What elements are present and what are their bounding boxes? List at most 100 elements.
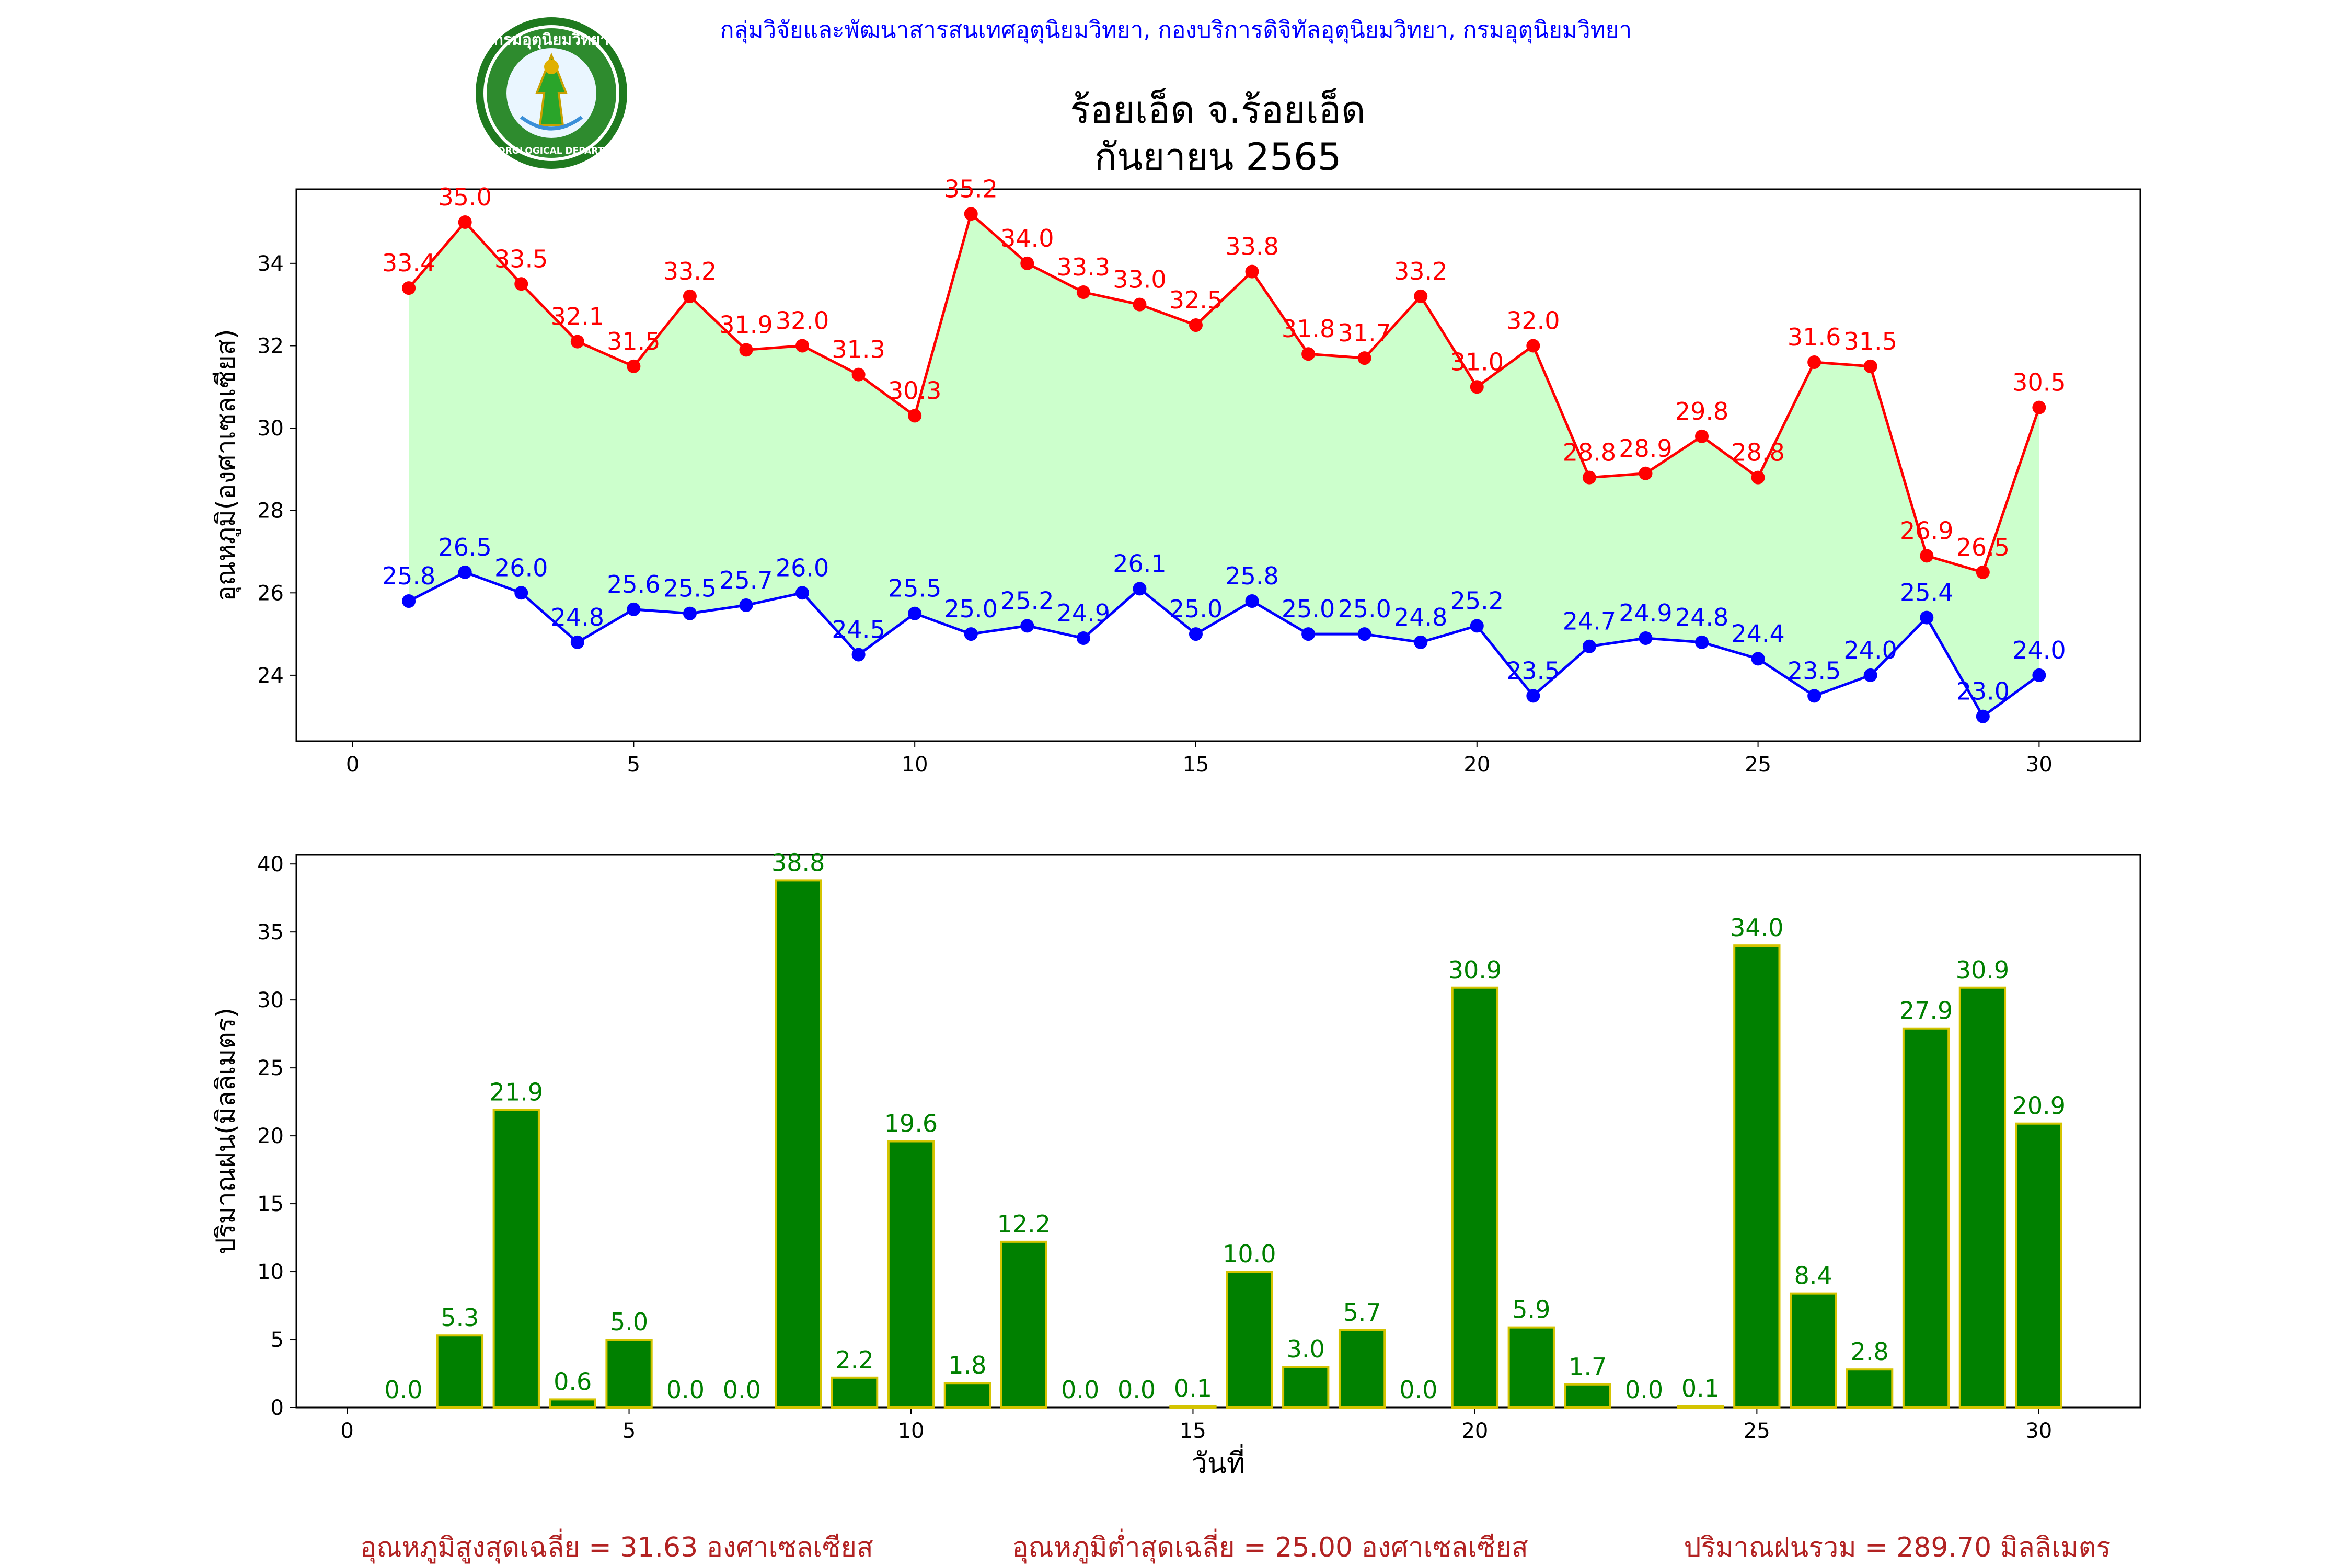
rainfall-bar <box>1226 1271 1273 1409</box>
max-temperature-label: 28.9 <box>1619 434 1672 463</box>
min-temperature-label: 24.7 <box>1563 607 1616 636</box>
max-temperature-label: 26.9 <box>1900 516 1953 545</box>
rainfall-x-tick-label: 25 <box>1744 1419 1770 1443</box>
rainfall-bar-label: 5.0 <box>610 1308 648 1336</box>
min-temperature-point <box>739 598 753 612</box>
rainfall-bar-label: 0.0 <box>1625 1376 1663 1404</box>
max-temperature-label: 35.0 <box>438 183 491 211</box>
max-temperature-label: 28.8 <box>1731 439 1784 467</box>
rainfall-bar <box>1677 1405 1724 1409</box>
rainfall-bar <box>1338 1329 1386 1409</box>
max-temperature-point <box>1357 351 1371 365</box>
max-temperature-label: 32.0 <box>776 306 829 335</box>
min-temperature-point <box>1582 639 1596 653</box>
rainfall-bar-label: 0.0 <box>384 1376 422 1404</box>
max-temperature-label: 33.8 <box>1225 233 1278 261</box>
max-temperature-label: 28.8 <box>1563 439 1616 467</box>
max-temperature-point <box>1189 318 1203 332</box>
max-temperature-label: 31.5 <box>1843 327 1897 355</box>
rainfall-bar <box>887 1140 935 1409</box>
rainfall-bar-label: 12.2 <box>997 1210 1051 1238</box>
agency-label: กลุ่มวิจัยและพัฒนาสารสนเทศอุตุนิยมวิทยา,… <box>720 17 1632 44</box>
rainfall-bar-label: 30.9 <box>1448 956 1502 984</box>
rainfall-bar <box>1451 986 1499 1409</box>
max-temperature-point <box>1582 470 1596 485</box>
rainfall-bar-label: 5.3 <box>441 1304 479 1332</box>
temperature-plot-frame <box>295 188 2141 742</box>
min-temperature-label: 23.0 <box>1956 677 2010 706</box>
max-temperature-point <box>1920 549 1934 563</box>
rainfall-bar <box>1958 986 2007 1409</box>
rainfall-bar <box>831 1376 879 1409</box>
max-temperature-point <box>514 277 528 291</box>
max-temperature-point <box>1245 264 1259 279</box>
rainfall-bar <box>1733 944 1781 1409</box>
max-temperature-point <box>1695 429 1709 443</box>
rainfall-x-tick-label: 5 <box>622 1419 636 1443</box>
rainfall-bar-label: 0.0 <box>723 1376 761 1404</box>
rainfall-bar <box>1846 1368 1894 1409</box>
chart-title-station: ร้อยเอ็ด จ.ร้อยเอ็ด <box>1070 88 1365 132</box>
max-temperature-label: 30.3 <box>888 376 941 405</box>
footer-max-avg: อุณหภูมิสูงสุดเฉลี่ย = 31.63 องศาเซลเซีย… <box>360 1528 873 1564</box>
max-temperature-point <box>570 335 584 349</box>
max-temperature-label: 33.2 <box>663 257 717 285</box>
max-temperature-point <box>1076 285 1090 299</box>
max-temperature-point <box>1751 470 1765 485</box>
temperature-y-tick-label: 26 <box>257 581 284 605</box>
min-temperature-label: 24.0 <box>1843 636 1897 664</box>
min-temperature-label: 25.0 <box>1169 595 1223 623</box>
min-temperature-label: 24.5 <box>832 616 885 644</box>
min-temperature-point <box>570 635 584 649</box>
min-temperature-point <box>1751 652 1765 666</box>
min-temperature-point <box>1807 689 1821 703</box>
rainfall-plot-frame <box>295 854 2141 1409</box>
min-temperature-point <box>1863 668 1877 682</box>
rainfall-x-tick-label: 10 <box>898 1419 925 1443</box>
rainfall-y-tick-label: 30 <box>257 988 284 1012</box>
rainfall-bar <box>436 1334 484 1409</box>
rainfall-bar-label: 34.0 <box>1730 914 1783 942</box>
min-temperature-label: 25.5 <box>663 574 717 603</box>
min-temperature-point <box>1920 610 1934 625</box>
rainfall-y-tick-label: 10 <box>257 1260 284 1284</box>
min-temperature-point <box>1414 635 1428 649</box>
max-temperature-label: 31.8 <box>1282 315 1335 343</box>
footer-min-avg: อุณหภูมิต่ำสุดเฉลี่ย = 25.00 องศาเซลเซีย… <box>1012 1528 1528 1564</box>
min-temperature-label: 24.8 <box>1675 603 1728 631</box>
max-temperature-label: 32.0 <box>1506 306 1560 335</box>
department-logo: กรมอุตุนิยมวิทยา METEOROLOGICAL DEPARTME… <box>470 15 632 171</box>
min-temperature-point <box>1133 582 1147 596</box>
max-temperature-point <box>458 215 472 229</box>
rainfall-y-tick-label: 35 <box>257 920 284 944</box>
min-temperature-label: 24.4 <box>1731 619 1784 648</box>
min-temperature-point <box>851 648 866 662</box>
rainfall-panel: 0 5 10 15 20 25 30 0 5 10 15 20 25 30 35 40 ปริมาณฝน(มิล… <box>211 848 2141 1480</box>
max-temperature-point <box>683 289 697 303</box>
min-temperature-label: 24.8 <box>551 603 604 631</box>
max-temperature-point <box>1976 565 1990 579</box>
rainfall-bar-label: 21.9 <box>490 1078 543 1106</box>
rainfall-bar-label: 1.7 <box>1569 1353 1607 1381</box>
min-temperature-point <box>1695 635 1709 649</box>
rainfall-y-axis-label: ปริมาณฝน(มิลลิเมตร) <box>211 1008 241 1254</box>
rainfall-bar-label: 0.1 <box>1681 1374 1720 1402</box>
rainfall-bar <box>1282 1366 1330 1409</box>
max-temperature-label: 34.0 <box>1000 224 1054 252</box>
svg-text:METEOROLOGICAL DEPARTMENT: METEOROLOGICAL DEPARTMENT <box>473 146 630 156</box>
rainfall-bar <box>492 1109 540 1409</box>
min-temperature-label: 25.0 <box>1282 595 1335 623</box>
min-temperature-point <box>627 602 641 616</box>
rainfall-x-tick-label: 20 <box>1461 1419 1488 1443</box>
min-temperature-point <box>1301 627 1316 641</box>
max-temperature-label: 31.3 <box>832 336 885 364</box>
rainfall-bar-label: 3.0 <box>1287 1335 1325 1363</box>
rainfall-bar <box>1790 1292 1837 1409</box>
temperature-panel: 0 5 10 15 20 25 30 24 26 28 30 32 34 อุณหภูมิ(องศาเซล… <box>211 175 2141 777</box>
rainfall-bar <box>1902 1027 1950 1409</box>
rainfall-bar <box>775 879 822 1409</box>
max-temperature-point <box>1301 347 1316 361</box>
max-temperature-label: 32.5 <box>1169 286 1223 314</box>
max-temperature-point <box>627 359 641 373</box>
